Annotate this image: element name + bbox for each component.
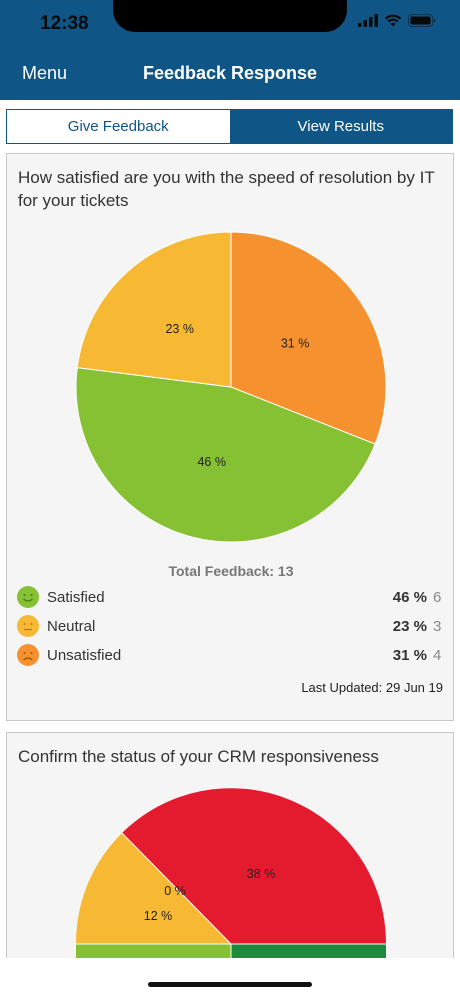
status-time: 12:38 bbox=[40, 13, 89, 34]
pie-slice-unsatisfied bbox=[230, 231, 387, 445]
menu-button[interactable]: Menu bbox=[22, 63, 68, 83]
last-updated: Last Updated: 29 Jun 19 bbox=[301, 680, 443, 695]
question-card-crm: Confirm the status of your CRM responsiv… bbox=[6, 732, 454, 972]
wifi-icon bbox=[384, 14, 402, 27]
legend-label: Satisfied bbox=[47, 588, 105, 606]
bottom-safe-area bbox=[0, 958, 460, 996]
question-card-speed: How satisfied are you with the speed of … bbox=[6, 153, 454, 721]
neutral-face-icon bbox=[17, 615, 39, 637]
question-title: How satisfied are you with the speed of … bbox=[18, 168, 435, 210]
home-indicator[interactable] bbox=[148, 982, 312, 987]
legend-row-neutral: Neutral 23 % 3 bbox=[17, 615, 443, 637]
frown-icon bbox=[17, 644, 39, 666]
slice-label: 12 % bbox=[144, 909, 173, 923]
pie-slice-satisfied bbox=[75, 367, 376, 543]
signal-icon bbox=[358, 14, 378, 27]
status-icons bbox=[358, 14, 436, 27]
slice-label: 38 % bbox=[247, 867, 276, 881]
question-title: Confirm the status of your CRM responsiv… bbox=[18, 747, 379, 766]
legend-count: 6 bbox=[433, 588, 442, 606]
legend-label: Unsatisfied bbox=[47, 646, 122, 664]
pie-slice-red bbox=[122, 788, 387, 944]
pie-chart: 31 % 46 % 23 % bbox=[75, 231, 387, 543]
legend-percent: 31 % bbox=[392, 646, 427, 664]
legend-percent: 23 % bbox=[392, 617, 427, 635]
app-header: 12:38 Menu Feedback Response bbox=[0, 0, 460, 100]
tab-give-feedback[interactable]: Give Feedback bbox=[7, 110, 230, 143]
slice-label: 23 % bbox=[165, 322, 194, 336]
tab-view-results[interactable]: View Results bbox=[229, 110, 452, 143]
results-tab-control: Give Feedback View Results bbox=[6, 109, 453, 144]
battery-icon bbox=[408, 14, 436, 27]
legend-label: Neutral bbox=[47, 617, 96, 635]
page-title: Feedback Response bbox=[142, 63, 318, 83]
device-notch bbox=[113, 0, 347, 32]
pie-chart: 38 % 12 % 0 % bbox=[75, 788, 387, 971]
slice-label: 0 % bbox=[164, 884, 186, 898]
legend-percent: 46 % bbox=[392, 588, 427, 606]
pie-slice-neutral bbox=[76, 231, 232, 388]
legend-row-unsatisfied: Unsatisfied 31 % 4 bbox=[17, 644, 443, 666]
slice-label: 46 % bbox=[197, 455, 226, 469]
pie-slice-yellow bbox=[75, 833, 231, 944]
legend-row-satisfied: Satisfied 46 % 6 bbox=[17, 586, 443, 608]
legend-count: 4 bbox=[433, 646, 442, 664]
smile-icon bbox=[17, 586, 39, 608]
total-feedback: Total Feedback: 13 bbox=[168, 563, 294, 579]
legend-count: 3 bbox=[433, 617, 442, 635]
slice-label: 31 % bbox=[281, 336, 310, 350]
